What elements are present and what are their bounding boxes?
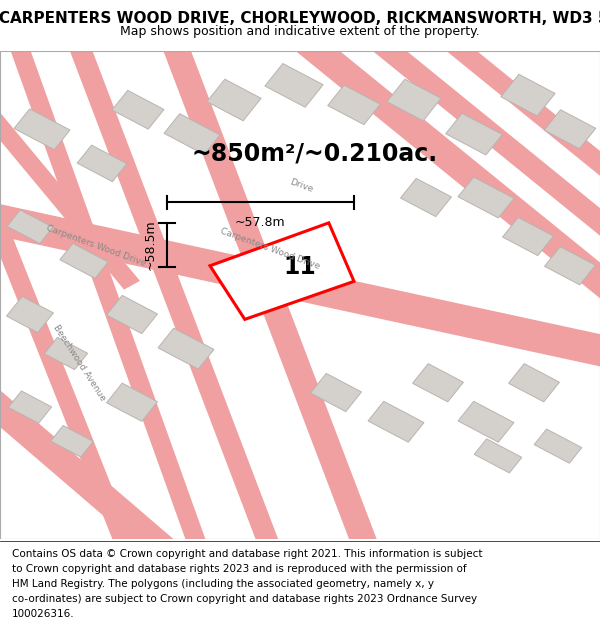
Text: ~850m²/~0.210ac.: ~850m²/~0.210ac. <box>192 142 438 166</box>
Polygon shape <box>107 383 157 421</box>
Polygon shape <box>501 74 555 116</box>
Polygon shape <box>14 109 70 149</box>
Polygon shape <box>503 217 553 256</box>
Polygon shape <box>424 21 600 194</box>
Text: 11, CARPENTERS WOOD DRIVE, CHORLEYWOOD, RICKMANSWORTH, WD3 5RH: 11, CARPENTERS WOOD DRIVE, CHORLEYWOOD, … <box>0 11 600 26</box>
Polygon shape <box>368 401 424 442</box>
Text: Carpenters Wood Drive: Carpenters Wood Drive <box>45 224 147 269</box>
Polygon shape <box>0 374 191 572</box>
Text: to Crown copyright and database rights 2023 and is reproduced with the permissio: to Crown copyright and database rights 2… <box>12 564 467 574</box>
Text: 100026316.: 100026316. <box>12 609 74 619</box>
Polygon shape <box>458 177 514 218</box>
Text: Beechwood Avenue: Beechwood Avenue <box>51 324 107 403</box>
Polygon shape <box>8 391 52 423</box>
Polygon shape <box>7 296 53 333</box>
Polygon shape <box>474 439 522 473</box>
Polygon shape <box>62 24 286 566</box>
Polygon shape <box>158 328 214 369</box>
Text: co-ordinates) are subject to Crown copyright and database rights 2023 Ordnance S: co-ordinates) are subject to Crown copyr… <box>12 594 477 604</box>
Polygon shape <box>0 86 140 289</box>
Polygon shape <box>387 79 441 121</box>
Text: ~58.5m: ~58.5m <box>143 219 157 270</box>
Polygon shape <box>328 85 380 124</box>
Polygon shape <box>77 145 127 182</box>
Text: Map shows position and indicative extent of the property.: Map shows position and indicative extent… <box>120 26 480 39</box>
Polygon shape <box>107 296 157 334</box>
Polygon shape <box>545 247 595 285</box>
Polygon shape <box>210 223 354 319</box>
Polygon shape <box>458 401 514 442</box>
Polygon shape <box>44 338 88 369</box>
Polygon shape <box>277 18 600 314</box>
Text: ~57.8m: ~57.8m <box>235 216 286 229</box>
Polygon shape <box>265 64 323 107</box>
Text: Contains OS data © Crown copyright and database right 2021. This information is : Contains OS data © Crown copyright and d… <box>12 549 482 559</box>
Polygon shape <box>401 178 451 217</box>
Polygon shape <box>544 110 596 149</box>
Polygon shape <box>534 429 582 463</box>
Text: Drive: Drive <box>288 177 314 194</box>
Polygon shape <box>0 107 141 566</box>
Polygon shape <box>3 25 213 565</box>
Polygon shape <box>0 192 600 378</box>
Text: HM Land Registry. The polygons (including the associated geometry, namely x, y: HM Land Registry. The polygons (includin… <box>12 579 434 589</box>
Polygon shape <box>207 79 261 121</box>
Polygon shape <box>60 243 108 278</box>
Polygon shape <box>413 364 463 402</box>
Text: Carpenters Wood Drive: Carpenters Wood Drive <box>219 226 321 271</box>
Text: 11: 11 <box>283 256 316 279</box>
Polygon shape <box>112 91 164 129</box>
Polygon shape <box>446 113 502 155</box>
Polygon shape <box>155 24 385 566</box>
Polygon shape <box>352 20 600 253</box>
Polygon shape <box>311 373 361 412</box>
Polygon shape <box>50 426 94 457</box>
Polygon shape <box>164 114 220 154</box>
Polygon shape <box>509 364 559 402</box>
Polygon shape <box>7 210 53 244</box>
